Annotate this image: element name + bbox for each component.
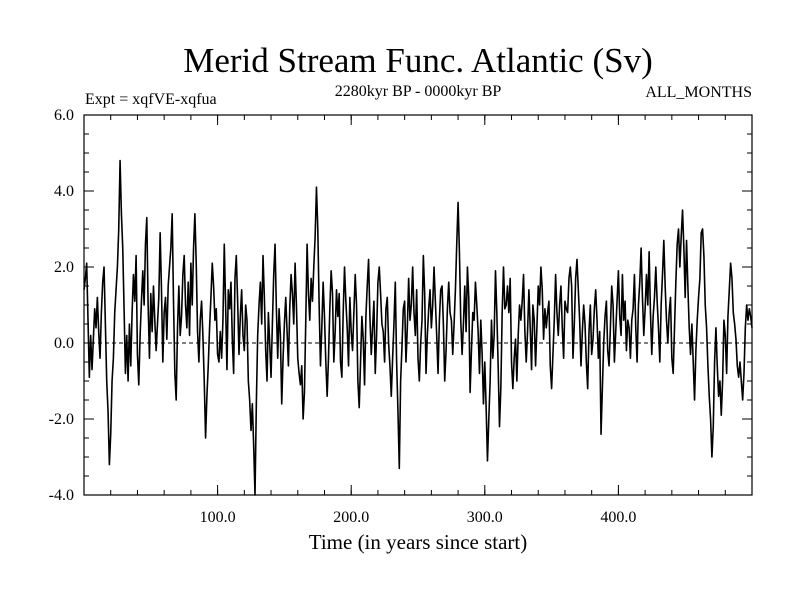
y-tick-label: 4.0 <box>54 183 74 200</box>
experiment-label: Expt = xqfVE-xqfua <box>85 91 217 108</box>
axis-tick-labels: 100.0 200.0 300.0 400.0 -4.0 -2.0 0.0 2.0 4.0 6.0 <box>49 107 637 526</box>
series-group <box>83 159 753 496</box>
y-tick-label: 0.0 <box>54 335 74 352</box>
y-tick-label: -4.0 <box>49 487 74 504</box>
plot-frame <box>83 114 753 496</box>
series-line <box>83 159 753 496</box>
x-axis-label: Time (in years since start) <box>309 530 528 554</box>
y-tick-label: -2.0 <box>49 411 74 428</box>
time-range-label: 2280kyr BP - 0000kyr BP <box>335 83 502 100</box>
months-label: ALL_MONTHS <box>645 84 752 101</box>
x-tick-label: 300.0 <box>467 509 503 526</box>
axis-ticks <box>84 114 752 496</box>
y-tick-label: 2.0 <box>54 259 74 276</box>
x-tick-label: 100.0 <box>200 509 236 526</box>
y-tick-label: 6.0 <box>54 107 74 124</box>
x-tick-label: 400.0 <box>600 509 636 526</box>
x-tick-label: 200.0 <box>333 509 369 526</box>
chart-title: Merid Stream Func. Atlantic (Sv) <box>183 41 653 80</box>
